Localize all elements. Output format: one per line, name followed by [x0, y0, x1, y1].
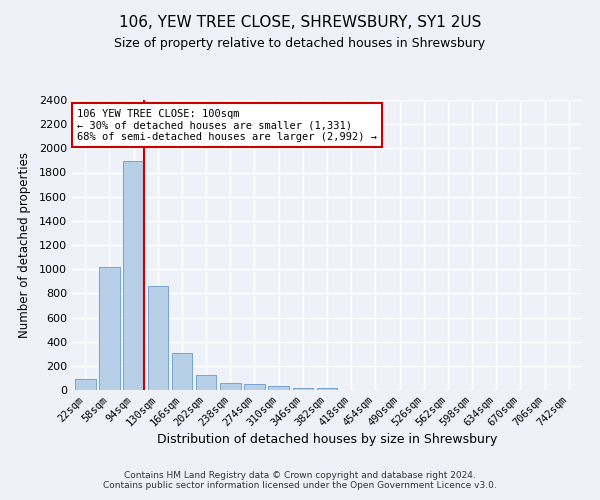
Bar: [220, 383, 241, 390]
Bar: [148, 286, 168, 390]
Text: 106, YEW TREE CLOSE, SHREWSBURY, SY1 2US: 106, YEW TREE CLOSE, SHREWSBURY, SY1 2US: [119, 15, 481, 30]
Bar: [268, 386, 289, 390]
Text: Size of property relative to detached houses in Shrewsbury: Size of property relative to detached ho…: [115, 38, 485, 51]
Bar: [317, 388, 337, 390]
Y-axis label: Number of detached properties: Number of detached properties: [17, 152, 31, 338]
Bar: [75, 378, 95, 390]
Bar: [293, 388, 313, 390]
Bar: [244, 384, 265, 390]
Text: Contains HM Land Registry data © Crown copyright and database right 2024.
Contai: Contains HM Land Registry data © Crown c…: [103, 470, 497, 490]
Bar: [99, 268, 120, 390]
Bar: [196, 374, 217, 390]
Bar: [172, 352, 192, 390]
Text: 106 YEW TREE CLOSE: 100sqm
← 30% of detached houses are smaller (1,331)
68% of s: 106 YEW TREE CLOSE: 100sqm ← 30% of deta…: [77, 108, 377, 142]
Bar: [124, 161, 144, 390]
Text: Distribution of detached houses by size in Shrewsbury: Distribution of detached houses by size …: [157, 432, 497, 446]
